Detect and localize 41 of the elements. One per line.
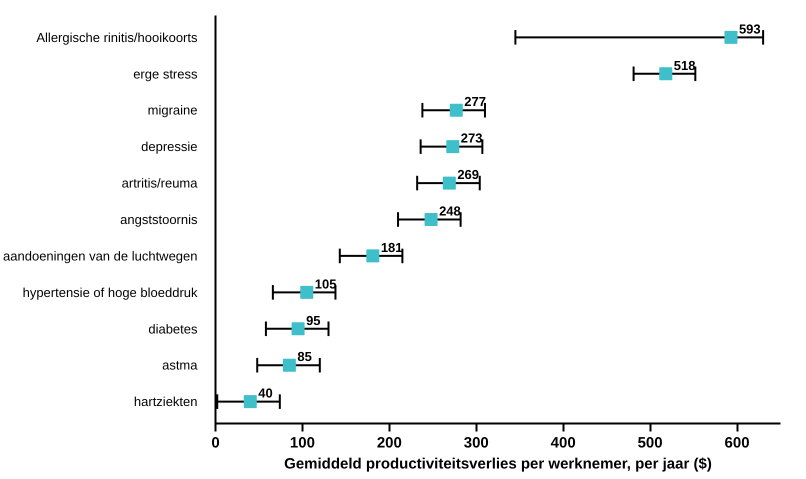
- y-tick-label: aandoeningen van de luchtwegen: [3, 248, 198, 264]
- x-tick-label: 100: [290, 434, 315, 452]
- point: [659, 67, 672, 80]
- point: [244, 395, 257, 408]
- point: [450, 104, 463, 117]
- point: [282, 358, 296, 372]
- x-tick-label: 0: [211, 434, 220, 452]
- point: [366, 249, 380, 262]
- data-label: 277: [464, 94, 486, 110]
- data-label: 593: [738, 21, 761, 36]
- x-axis-title: Gemiddeld productiviteitsverlies per werknemer, per jaar ($): [284, 456, 712, 472]
- y-tick-label: astma: [162, 358, 198, 373]
- y-tick-label: Allergische rinitis/hooikoorts: [36, 30, 198, 45]
- data-label: 273: [460, 130, 483, 146]
- data-label: 85: [297, 349, 312, 364]
- y-tick-label: erge stress: [133, 66, 198, 82]
- x-tick-label: 400: [550, 434, 576, 452]
- data-label: 181: [380, 240, 403, 255]
- x-tick-label: 600: [724, 434, 750, 452]
- point: [292, 322, 305, 336]
- y-tick-label: artritis/reuma: [122, 176, 198, 191]
- point: [724, 30, 738, 44]
- y-tick-label: angststoornis: [120, 212, 198, 227]
- y-tick-label: hypertensie of hoge bloeddruk: [22, 284, 198, 300]
- x-tick-label: 500: [638, 434, 663, 452]
- data-label: 40: [258, 386, 273, 401]
- point: [446, 140, 460, 154]
- y-tick-label: diabetes: [148, 321, 198, 336]
- data-label: 269: [457, 167, 480, 182]
- data-label: 518: [674, 58, 696, 73]
- point: [424, 213, 438, 226]
- y-tick-label: migraine: [148, 102, 198, 118]
- point: [442, 176, 456, 190]
- x-tick-label: 200: [376, 434, 402, 452]
- y-tick-label: depressie: [141, 139, 198, 154]
- point: [300, 286, 314, 299]
- data-label: 105: [314, 276, 336, 292]
- data-label: 95: [306, 312, 321, 328]
- y-tick-label: hartziekten: [134, 394, 198, 410]
- x-tick-label: 300: [464, 434, 489, 452]
- data-label: 248: [439, 204, 461, 218]
